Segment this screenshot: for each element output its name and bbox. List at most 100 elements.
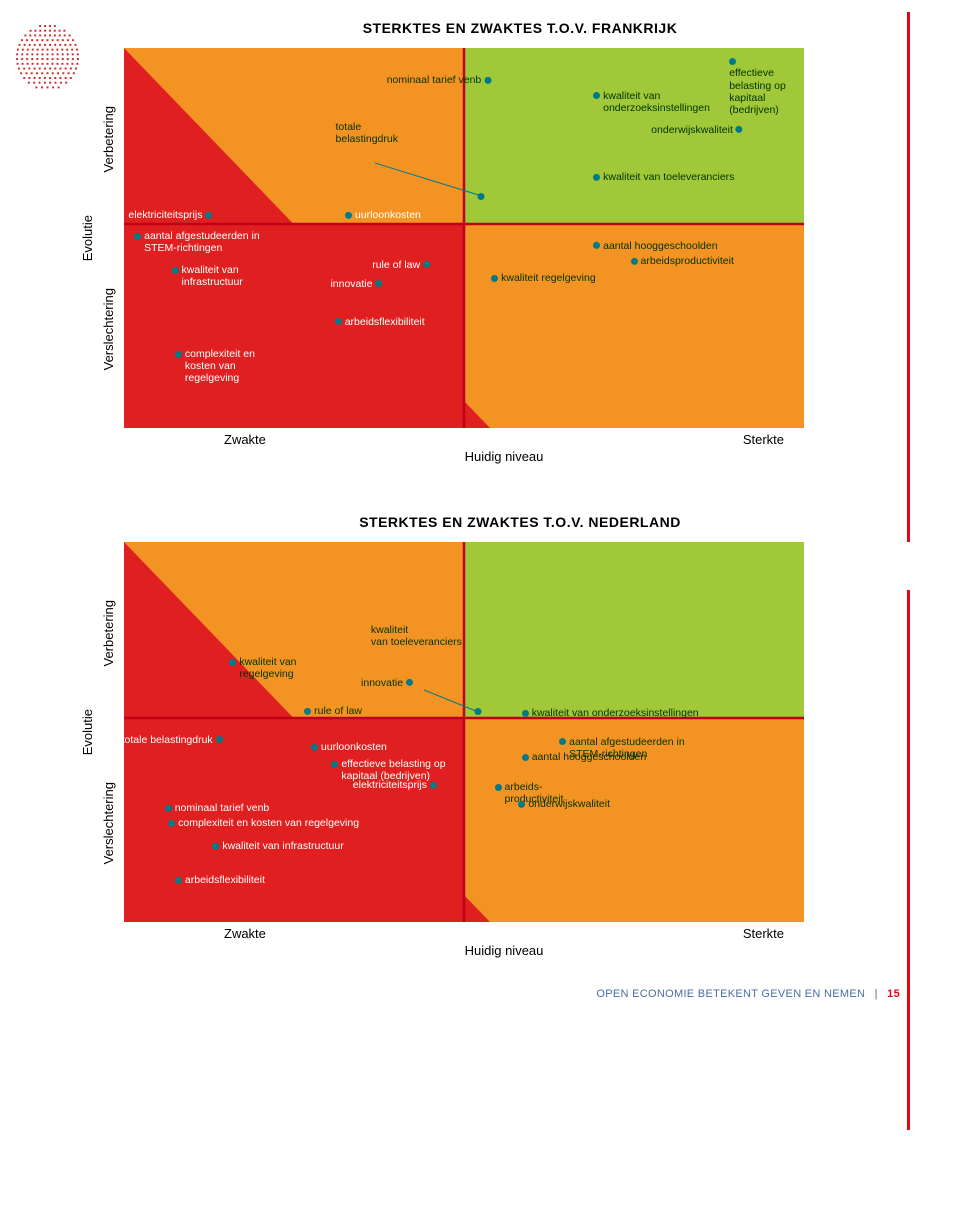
chart1-x-left: Zwakte (224, 432, 266, 447)
data-point (478, 190, 485, 202)
data-point: kwaliteit van onderzoeksinstellingen (522, 707, 699, 719)
chart2-y-outer: Evolutie (80, 709, 95, 755)
dot-icon (311, 744, 318, 751)
dot-icon (593, 174, 600, 181)
chart1-x-right: Sterkte (743, 432, 784, 447)
point-label: complexiteit enkosten vanregelgeving (185, 348, 255, 384)
data-point: nominaal tarief venb (387, 74, 491, 86)
point-label: rule of law (314, 705, 362, 717)
dot-icon (205, 212, 212, 219)
dot-icon (518, 801, 525, 808)
dot-icon (175, 877, 182, 884)
chart2-block: Evolutie Verbetering Verslechtering kwal… (80, 542, 900, 922)
chart2-y-bottom: Verslechtering (101, 782, 116, 864)
point-label: aantal afgestudeerden inSTEM-richtingen (144, 230, 260, 254)
data-point: uurloonkosten (311, 741, 387, 753)
dot-icon (484, 77, 491, 84)
chart2-x-labels: Zwakte Sterkte (164, 922, 844, 941)
data-point: onderwijskwaliteit (518, 798, 610, 810)
chart2-x-left: Zwakte (224, 926, 266, 941)
data-point: arbeidsflexibiliteit (175, 874, 265, 886)
dot-icon (304, 708, 311, 715)
data-point: nominaal tarief venb (165, 802, 269, 814)
point-label: kwaliteit van toeleveranciers (603, 171, 734, 183)
dot-icon (216, 736, 223, 743)
dot-icon (478, 193, 485, 200)
chart2-x-right: Sterkte (743, 926, 784, 941)
point-label: uurloonkosten (355, 209, 421, 221)
point-label: totale belastingdruk (124, 734, 213, 746)
point-label: onderwijskwaliteit (651, 124, 733, 136)
dot-icon (559, 738, 566, 745)
point-label: kwaliteit vaninfrastructuur (182, 264, 243, 288)
dot-icon (165, 805, 172, 812)
chart1-y-bottom: Verslechtering (101, 288, 116, 370)
dot-icon (375, 280, 382, 287)
point-label: uurloonkosten (321, 741, 387, 753)
dot-icon (406, 679, 413, 686)
data-point: onderwijskwaliteit (651, 124, 743, 136)
dot-icon (134, 233, 141, 240)
data-point: uurloonkosten (345, 209, 421, 221)
data-point: totalebelastingdruk (336, 121, 398, 145)
point-label: nominaal tarief venb (175, 802, 270, 814)
point-label: kwaliteit regelgeving (501, 272, 596, 284)
dot-icon (345, 212, 352, 219)
point-label: innovatie (330, 278, 372, 290)
dot-icon (593, 242, 600, 249)
chart1-block: Evolutie Verbetering Verslechtering (80, 48, 900, 428)
data-point: kwaliteit van toeleveranciers (593, 171, 734, 183)
point-label: totalebelastingdruk (336, 121, 398, 145)
dot-icon (522, 710, 529, 717)
chart1-x-labels: Zwakte Sterkte (164, 428, 844, 447)
dot-icon (631, 257, 638, 264)
data-point: arbeidsproductiviteit (631, 255, 734, 267)
data-point: effectieve belasting opkapitaal (bedrijv… (729, 55, 804, 115)
point-label: nominaal tarief venb (387, 74, 482, 86)
data-point: kwaliteitvan toeleveranciers (371, 624, 462, 648)
data-point: elektriciteitsprijs (353, 779, 437, 791)
page-footer: OPEN ECONOMIE BETEKENT GEVEN EN NEMEN | … (20, 988, 900, 1000)
data-point: totale belastingdruk (124, 733, 223, 745)
dot-icon (331, 761, 338, 768)
dot-icon (423, 261, 430, 268)
data-point: kwaliteit vaninfrastructuur (172, 264, 243, 288)
point-label: arbeidsproductiviteit (641, 255, 734, 267)
dot-icon (172, 267, 179, 274)
point-label: effectieve belasting opkapitaal (bedrijv… (729, 67, 804, 115)
point-label: kwaliteitvan toeleveranciers (371, 624, 462, 648)
point-label: elektriciteitsprijs (128, 209, 202, 221)
point-label: arbeidsflexibiliteit (345, 316, 425, 328)
dot-icon (229, 659, 236, 666)
data-point (474, 705, 481, 717)
data-point: kwaliteit regelgeving (491, 272, 595, 284)
dot-icon (430, 782, 437, 789)
dot-icon (729, 58, 736, 65)
chart1-y-inner: Verbetering Verslechtering (101, 48, 116, 428)
point-label: aantal hooggeschoolden (603, 240, 717, 252)
chart1-y-outer: Evolutie (80, 215, 95, 261)
data-point: arbeidsflexibiliteit (335, 315, 425, 327)
chart2-x-outer: Huidig niveau (164, 943, 844, 958)
dot-icon (212, 843, 219, 850)
data-point: aantal hooggeschoolden (522, 751, 646, 763)
data-point: kwaliteit van infrastructuur (212, 840, 343, 852)
footer-text: OPEN ECONOMIE BETEKENT GEVEN EN NEMEN (596, 988, 865, 1000)
dot-icon (736, 126, 743, 133)
dot-icon (175, 351, 182, 358)
chart1-title: STERKTES EN ZWAKTES T.O.V. FRANKRIJK (140, 20, 900, 36)
point-label: rule of law (372, 259, 420, 271)
chart2-y-top: Verbetering (101, 600, 116, 667)
point-label: innovatie (361, 677, 403, 689)
point-label: elektriciteitsprijs (353, 779, 427, 791)
data-point: rule of law (372, 258, 430, 270)
data-point: kwaliteit vanonderzoeksinstellingen (593, 90, 710, 114)
footer-page: 15 (887, 988, 900, 1000)
accent-bar-top (907, 12, 910, 542)
data-point: aantal hooggeschoolden (593, 239, 717, 251)
chart1-x-outer: Huidig niveau (164, 449, 844, 464)
data-point: complexiteit enkosten vanregelgeving (175, 348, 255, 384)
data-point: innovatie (361, 676, 413, 688)
chart2-title: STERKTES EN ZWAKTES T.O.V. NEDERLAND (140, 514, 900, 530)
data-point: elektriciteitsprijs (128, 209, 212, 221)
